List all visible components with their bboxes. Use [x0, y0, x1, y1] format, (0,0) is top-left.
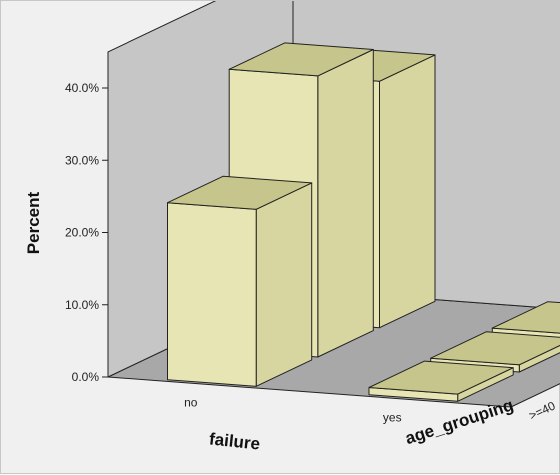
bar-top-face [167, 175, 313, 210]
bar-top-face [368, 360, 514, 395]
x-category-label: no [184, 396, 198, 410]
y-tick-label: 40.0% [65, 81, 99, 95]
x-axis-title: failure [208, 429, 261, 453]
bar-side-face [379, 54, 436, 329]
bar-top-face [430, 331, 560, 366]
y-tick-label: 0.0% [72, 370, 100, 384]
bar-side-face [255, 182, 313, 387]
bar-front-face [167, 202, 257, 387]
bar-side-face [317, 49, 374, 358]
bar-yes-40 [368, 360, 514, 402]
z-category-label: >=40 [527, 398, 558, 422]
y-tick-label: 30.0% [65, 153, 99, 167]
x-category-label: yes [383, 411, 402, 425]
bar-no-40 [167, 175, 313, 387]
y-axis-title: Percent [24, 191, 43, 254]
bar-top-face [491, 301, 560, 334]
y-tick-label: 10.0% [65, 298, 99, 312]
y-tick-label: 20.0% [65, 226, 99, 240]
bar-top-face [228, 42, 374, 77]
